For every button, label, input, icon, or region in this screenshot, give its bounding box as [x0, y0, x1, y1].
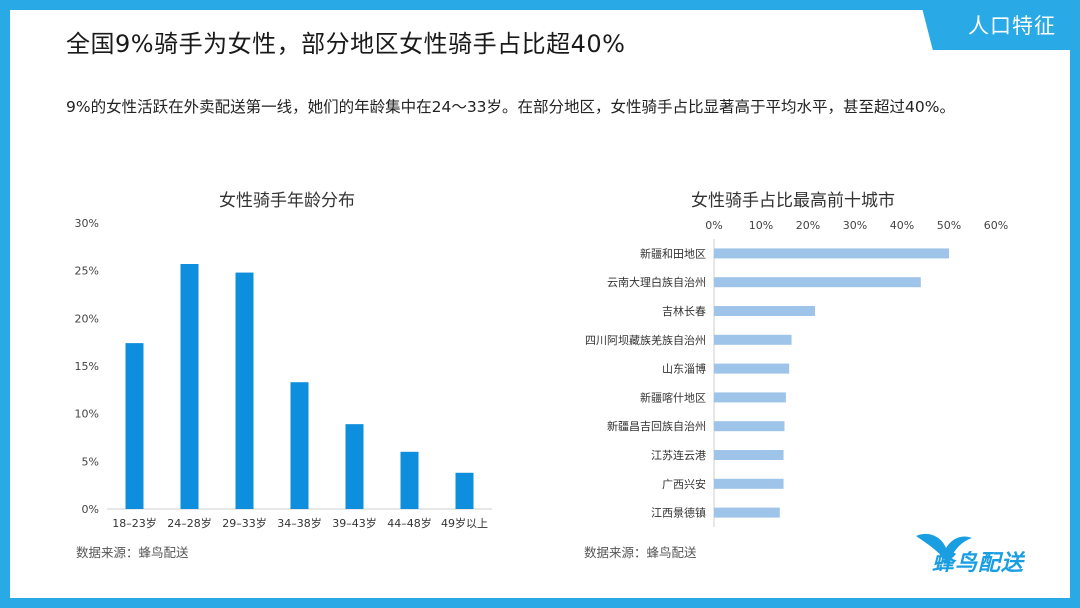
city-bar: [714, 507, 780, 518]
city-bar: [714, 421, 785, 432]
age-x-tick-label: 34–38岁: [277, 516, 322, 530]
age-x-tick-label: 24–28岁: [167, 516, 212, 530]
age-bar: [290, 382, 309, 509]
city-y-tick-label: 广西兴安: [662, 477, 706, 491]
age-bar: [235, 272, 254, 509]
age-y-tick-label: 30%: [75, 217, 99, 230]
age-x-tick-label: 39–43岁: [332, 516, 377, 530]
section-tag: [920, 0, 1080, 50]
age-x-tick-label: 44–48岁: [387, 516, 432, 530]
city-bar: [714, 334, 792, 345]
age-x-tick-label: 49岁以上: [441, 516, 488, 530]
city-y-tick-label: 吉林长春: [662, 304, 706, 318]
city-y-tick-label: 新疆喀什地区: [640, 390, 706, 404]
section-tag-label: 人口特征: [968, 14, 1056, 38]
age-x-tick-label: 18–23岁: [112, 516, 157, 530]
city-y-tick-label: 新疆和田地区: [640, 246, 706, 260]
city-bar: [714, 363, 790, 374]
city-x-tick-label: 30%: [843, 219, 867, 232]
page-title: 全国9%骑手为女性，部分地区女性骑手占比超40%: [66, 30, 626, 58]
city-bar: [714, 478, 784, 489]
city-bar: [714, 450, 784, 460]
age-y-tick-label: 15%: [75, 360, 99, 373]
age-bar: [180, 263, 199, 509]
age-y-tick-label: 0%: [82, 503, 99, 516]
fengniao-bird-icon: [916, 533, 972, 566]
city-y-tick-label: 新疆昌吉回族自治州: [607, 419, 706, 433]
age-bar: [125, 343, 144, 509]
city-x-tick-label: 10%: [749, 219, 773, 232]
brand-logo-text: 蜂鸟配送: [932, 551, 1025, 576]
city-bar: [714, 277, 921, 288]
age-bar: [345, 424, 364, 509]
city-y-tick-label: 云南大理白族自治州: [607, 275, 706, 289]
city-bar: [714, 248, 949, 259]
city-bar: [714, 306, 816, 316]
city-x-tick-label: 40%: [890, 219, 914, 232]
age-chart-title: 女性骑手年龄分布: [219, 191, 355, 211]
age-chart-source: 数据来源：蜂鸟配送: [76, 545, 189, 560]
city-x-tick-label: 20%: [796, 219, 820, 232]
age-bar: [455, 472, 474, 509]
city-x-tick-label: 0%: [705, 219, 722, 232]
age-y-tick-label: 10%: [75, 408, 99, 421]
intro-paragraph: 9%的女性活跃在外卖配送第一线，她们的年龄集中在24～33岁。在部分地区，女性骑…: [66, 98, 955, 116]
city-bar: [714, 392, 786, 403]
age-y-tick-label: 5%: [82, 455, 99, 468]
age-y-tick-label: 20%: [75, 312, 99, 325]
city-y-tick-label: 山东淄博: [662, 363, 706, 376]
age-bar: [400, 451, 419, 509]
city-y-tick-label: 江西景德镇: [651, 506, 706, 520]
age-y-tick-label: 25%: [75, 265, 99, 278]
city-x-tick-label: 60%: [984, 219, 1008, 232]
age-x-tick-label: 29–33岁: [222, 516, 267, 530]
city-y-tick-label: 江苏连云港: [651, 449, 706, 462]
city-x-tick-label: 50%: [937, 219, 961, 232]
city-y-tick-label: 四川阿坝藏族羌族自治州: [585, 333, 706, 347]
city-chart-source: 数据来源：蜂鸟配送: [584, 545, 697, 560]
city-chart-title: 女性骑手占比最高前十城市: [691, 191, 895, 211]
